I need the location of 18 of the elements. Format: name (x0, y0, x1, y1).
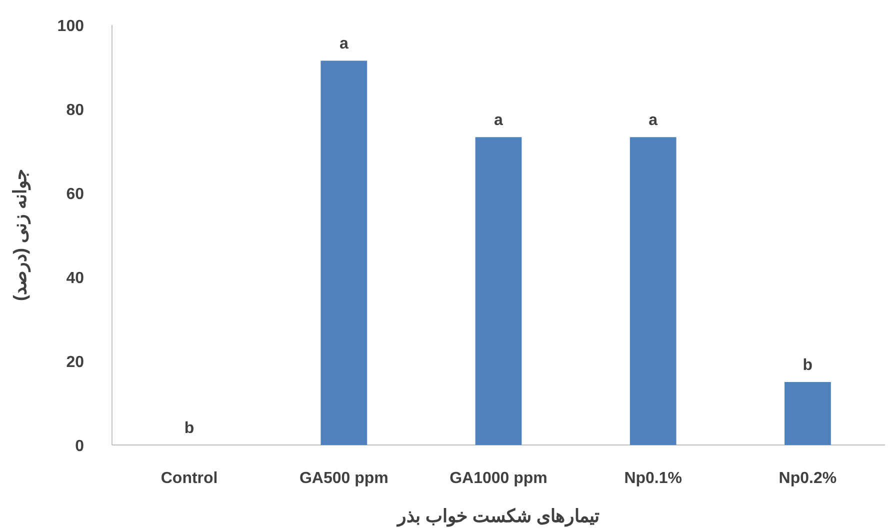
x-tick: Np0.1% (624, 470, 682, 487)
y-tick: 0 (75, 438, 84, 455)
annotation: a (648, 112, 658, 130)
y-tick: 40 (66, 270, 84, 287)
y-tick: 20 (66, 354, 84, 371)
x-tick: GA1000 ppm (450, 470, 548, 487)
y-tick: 80 (66, 102, 84, 119)
annotation: a (339, 36, 348, 53)
annotation: a (494, 112, 503, 130)
x-label: تیمارهای شکست خواب بذر (398, 506, 600, 526)
x-tick: Np0.2% (778, 470, 837, 487)
y-tick: 60 (66, 186, 84, 203)
x-tick: Control (160, 470, 218, 487)
annotation: b (802, 357, 813, 374)
x-tick: GA500 ppm (299, 470, 388, 487)
y-tick: 100 (57, 18, 84, 35)
y-label: جوانه زنی (درصد) (10, 169, 30, 301)
annotation: b (184, 420, 194, 437)
